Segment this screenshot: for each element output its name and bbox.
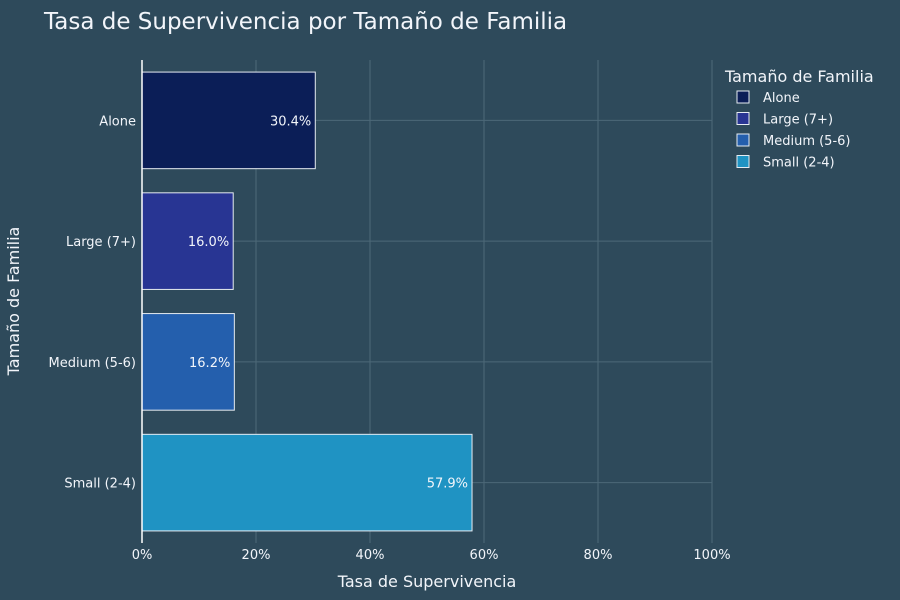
x-axis-label: Tasa de Supervivencia	[337, 572, 517, 591]
legend-item[interactable]: Small (2-4)	[736, 155, 835, 171]
y-tick-label: Alone	[99, 114, 136, 129]
legend-swatch	[736, 133, 750, 147]
legend-label: Small (2-4)	[763, 156, 835, 171]
y-tick-label: Large (7+)	[66, 235, 136, 250]
y-tick-label: Medium (5-6)	[49, 356, 137, 371]
bar-small-2-4[interactable]	[141, 433, 473, 532]
legend-title: Tamaño de Familia	[724, 67, 874, 86]
x-tick-label: 100%	[693, 548, 730, 563]
legend-label: Alone	[763, 91, 800, 106]
x-tick-label: 0%	[132, 548, 153, 563]
bar-data-label: 16.2%	[189, 356, 230, 371]
legend-swatch	[736, 90, 750, 104]
bar-medium-5-6[interactable]	[141, 313, 235, 411]
x-tick-label: 20%	[242, 548, 271, 563]
legend-item[interactable]: Alone	[736, 90, 800, 106]
x-tick-label: 40%	[356, 548, 385, 563]
legend-label: Large (7+)	[763, 113, 833, 128]
bars: 30.4% 16.0% 16.2% 57.9%	[141, 71, 473, 532]
bar-large-7[interactable]	[141, 192, 234, 290]
chart-title: Tasa de Supervivencia por Tamaño de Fami…	[43, 9, 567, 35]
y-axis-label: Tamaño de Familia	[4, 227, 23, 377]
bar-data-label: 57.9%	[427, 477, 468, 492]
x-tick-label: 60%	[470, 548, 499, 563]
legend-item[interactable]: Medium (5-6)	[736, 133, 851, 149]
legend-item[interactable]: Large (7+)	[736, 112, 833, 128]
bar-data-label: 16.0%	[188, 235, 229, 250]
y-tick-label: Small (2-4)	[64, 477, 136, 492]
bar-alone[interactable]	[141, 71, 316, 170]
legend-swatch	[736, 112, 750, 125]
legend-swatch	[736, 155, 750, 168]
bar-data-label: 30.4%	[270, 114, 311, 129]
legend: Tamaño de Familia Alone Large (7+) Medium (…	[724, 67, 874, 171]
x-tick-label: 80%	[584, 548, 613, 563]
axes: 0% 20% 40% 60% 80% 100% Alone Large (7+) Medium …	[49, 60, 731, 563]
legend-label: Medium (5-6)	[763, 134, 851, 149]
